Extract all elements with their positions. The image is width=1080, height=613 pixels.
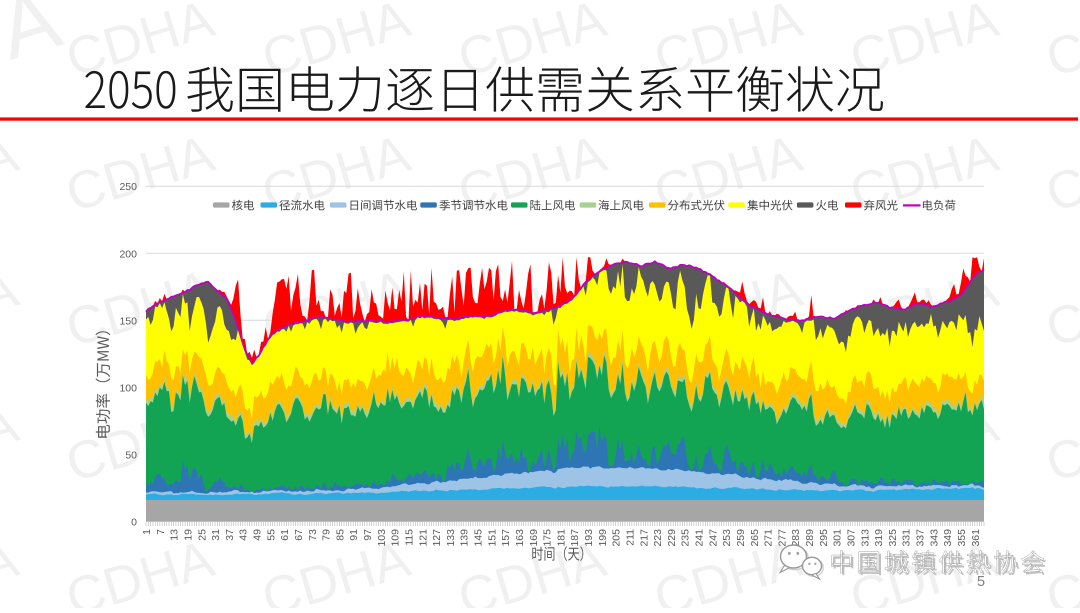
svg-text:7: 7 bbox=[155, 529, 167, 535]
svg-text:223: 223 bbox=[652, 529, 664, 547]
svg-text:337: 337 bbox=[915, 529, 927, 547]
svg-text:205: 205 bbox=[611, 529, 623, 547]
svg-text:103: 103 bbox=[376, 529, 388, 547]
svg-text:121: 121 bbox=[417, 529, 429, 547]
svg-text:277: 277 bbox=[776, 529, 788, 547]
svg-text:97: 97 bbox=[362, 529, 374, 541]
svg-text:187: 187 bbox=[569, 529, 581, 547]
svg-text:199: 199 bbox=[597, 529, 609, 547]
svg-text:85: 85 bbox=[334, 529, 346, 541]
svg-text:250: 250 bbox=[119, 181, 137, 193]
svg-text:5: 5 bbox=[977, 574, 985, 590]
svg-text:265: 265 bbox=[749, 529, 761, 547]
svg-text:343: 343 bbox=[928, 529, 940, 547]
svg-text:73: 73 bbox=[307, 529, 319, 541]
svg-text:193: 193 bbox=[583, 529, 595, 547]
svg-text:25: 25 bbox=[196, 529, 208, 541]
svg-text:229: 229 bbox=[666, 529, 678, 547]
svg-text:127: 127 bbox=[431, 529, 443, 547]
svg-text:139: 139 bbox=[459, 529, 471, 547]
svg-text:271: 271 bbox=[763, 529, 775, 547]
svg-text:319: 319 bbox=[873, 529, 885, 547]
svg-text:211: 211 bbox=[625, 529, 637, 546]
svg-text:163: 163 bbox=[514, 529, 526, 547]
svg-text:331: 331 bbox=[901, 529, 913, 547]
svg-text:55: 55 bbox=[265, 529, 277, 541]
svg-text:61: 61 bbox=[279, 529, 291, 541]
svg-text:100: 100 bbox=[119, 382, 137, 394]
svg-text:217: 217 bbox=[638, 529, 650, 547]
svg-text:181: 181 bbox=[555, 529, 567, 547]
svg-text:150: 150 bbox=[119, 315, 137, 327]
svg-text:115: 115 bbox=[404, 529, 416, 546]
svg-text:43: 43 bbox=[238, 529, 250, 541]
svg-text:49: 49 bbox=[252, 529, 264, 541]
svg-text:151: 151 bbox=[486, 529, 498, 547]
svg-text:37: 37 bbox=[224, 529, 236, 541]
svg-text:313: 313 bbox=[859, 529, 871, 547]
svg-text:247: 247 bbox=[707, 529, 719, 547]
svg-text:67: 67 bbox=[293, 529, 305, 541]
svg-text:157: 157 bbox=[500, 529, 512, 547]
svg-text:109: 109 bbox=[390, 529, 402, 547]
svg-text:235: 235 bbox=[680, 529, 692, 547]
svg-text:19: 19 bbox=[182, 529, 194, 541]
svg-text:253: 253 bbox=[721, 529, 733, 547]
svg-text:175: 175 bbox=[542, 529, 554, 547]
svg-text:295: 295 bbox=[818, 529, 830, 547]
svg-text:133: 133 bbox=[445, 529, 457, 547]
svg-text:0: 0 bbox=[131, 517, 137, 529]
svg-text:349: 349 bbox=[942, 529, 954, 547]
svg-text:31: 31 bbox=[210, 529, 222, 541]
svg-text:289: 289 bbox=[804, 529, 816, 547]
svg-text:361: 361 bbox=[970, 529, 982, 547]
svg-text:325: 325 bbox=[887, 529, 899, 547]
svg-text:200: 200 bbox=[119, 248, 137, 260]
svg-text:1: 1 bbox=[141, 529, 153, 535]
svg-text:91: 91 bbox=[348, 529, 360, 541]
svg-text:145: 145 bbox=[473, 529, 485, 547]
svg-text:301: 301 bbox=[832, 529, 844, 547]
svg-text:241: 241 bbox=[694, 529, 706, 547]
svg-text:13: 13 bbox=[169, 529, 181, 541]
svg-text:79: 79 bbox=[321, 529, 333, 541]
svg-text:50: 50 bbox=[125, 449, 137, 461]
svg-text:355: 355 bbox=[956, 529, 968, 547]
svg-text:283: 283 bbox=[790, 529, 802, 547]
svg-text:259: 259 bbox=[735, 529, 747, 547]
svg-text:307: 307 bbox=[846, 529, 858, 547]
svg-text:169: 169 bbox=[528, 529, 540, 547]
